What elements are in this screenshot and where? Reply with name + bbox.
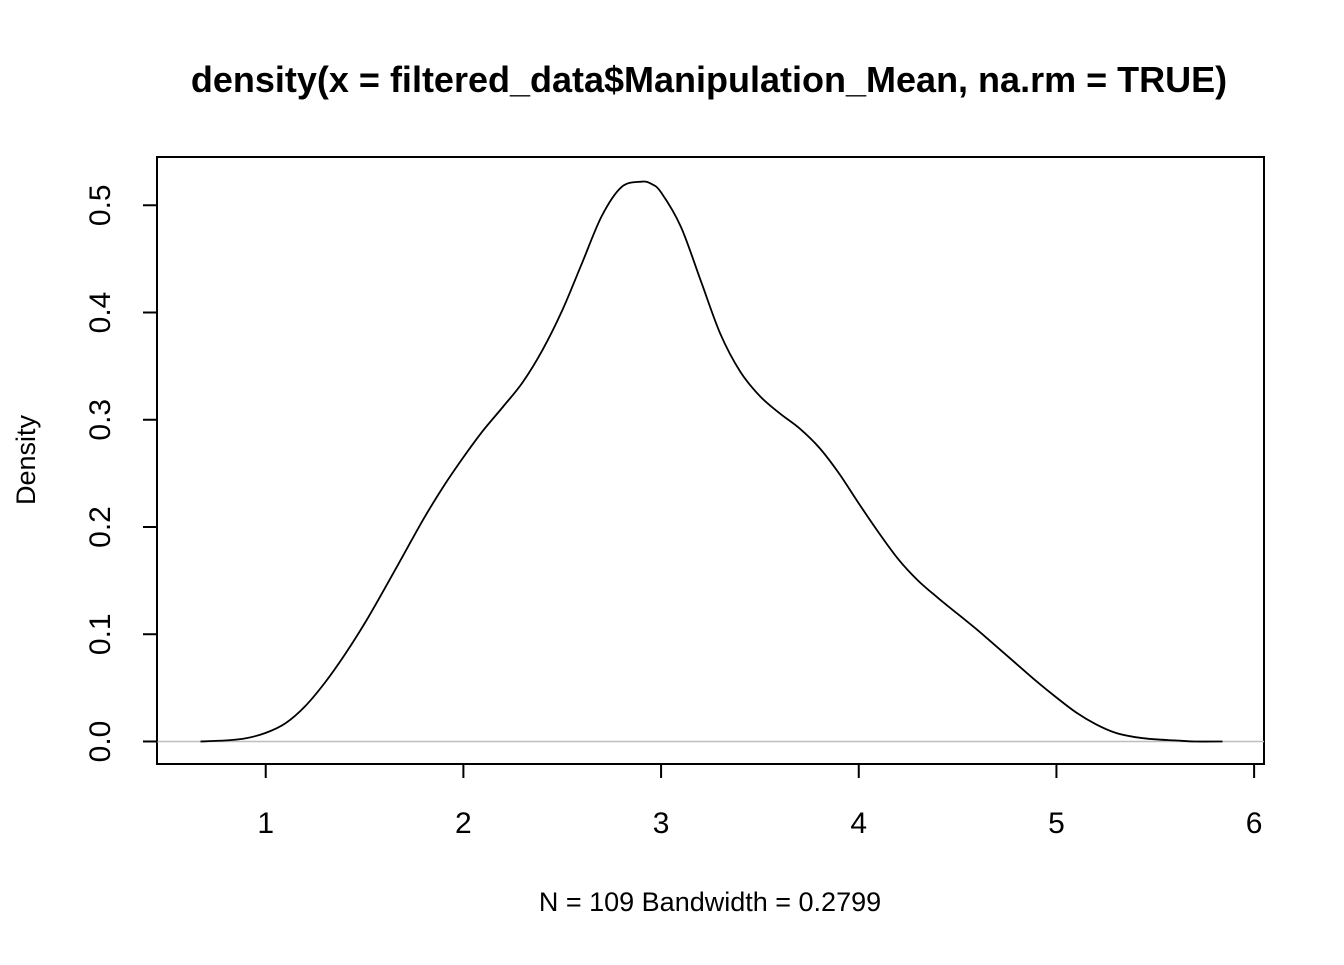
y-tick-label: 0.5 xyxy=(84,184,117,226)
plot-frame xyxy=(156,156,1265,765)
x-tick-label: 5 xyxy=(1048,807,1065,840)
x-tick-label: 3 xyxy=(653,807,670,840)
chart-title: density(x = filtered_data$Manipulation_M… xyxy=(191,59,1227,100)
x-tick-label: 1 xyxy=(257,807,274,840)
y-tick-label: 0.0 xyxy=(84,721,117,763)
x-tick-label: 4 xyxy=(850,807,867,840)
x-axis-label: N = 109 Bandwidth = 0.2799 xyxy=(539,887,881,917)
density-curve xyxy=(200,180,1223,743)
x-axis: 1 2 3 4 5 6 xyxy=(257,763,1263,840)
y-tick-label: 0.2 xyxy=(84,506,117,548)
x-tick-label: 6 xyxy=(1246,807,1263,840)
y-axis-label: Density xyxy=(11,414,41,505)
x-tick-label: 2 xyxy=(455,807,472,840)
y-axis: 0.0 0.1 0.2 0.3 0.4 0.5 xyxy=(84,184,158,763)
y-tick-label: 0.4 xyxy=(84,292,117,334)
y-tick-label: 0.1 xyxy=(84,613,117,655)
y-tick-label: 0.3 xyxy=(84,399,117,441)
